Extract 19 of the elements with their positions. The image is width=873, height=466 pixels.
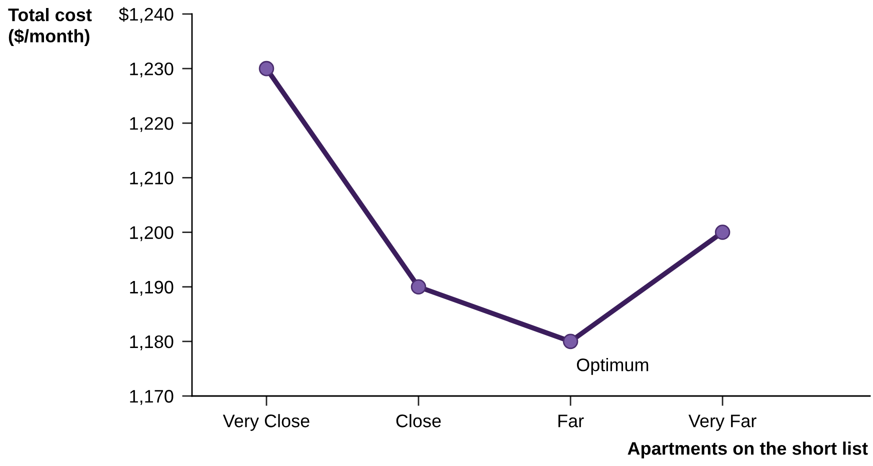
point [714, 224, 730, 240]
x-tick-label: Far [558, 414, 584, 428]
y-tick-label: 1,200 [130, 226, 174, 242]
x-tick-label: Very Far [688, 414, 756, 431]
point [562, 334, 578, 350]
y-tick-label: 1,190 [130, 280, 174, 296]
point [258, 60, 274, 76]
y-tick-label: $1,240 [118, 7, 174, 23]
point [410, 279, 426, 294]
x-tick-label: Close [396, 414, 441, 428]
x-tick-label: Very Close [222, 414, 310, 431]
y-axis-title: Total cost ($/month) [8, 8, 92, 46]
x-axis-title: Apartments on the short list [628, 442, 868, 458]
y-tick-label: 1,230 [130, 62, 174, 78]
y-tick-label: 1,170 [130, 390, 174, 405]
y-tick-label: 1,180 [130, 335, 174, 350]
y-tick-label: 1,220 [130, 117, 174, 132]
y-tick-label: 1,210 [130, 172, 174, 187]
annotation: Optimum [576, 358, 648, 375]
